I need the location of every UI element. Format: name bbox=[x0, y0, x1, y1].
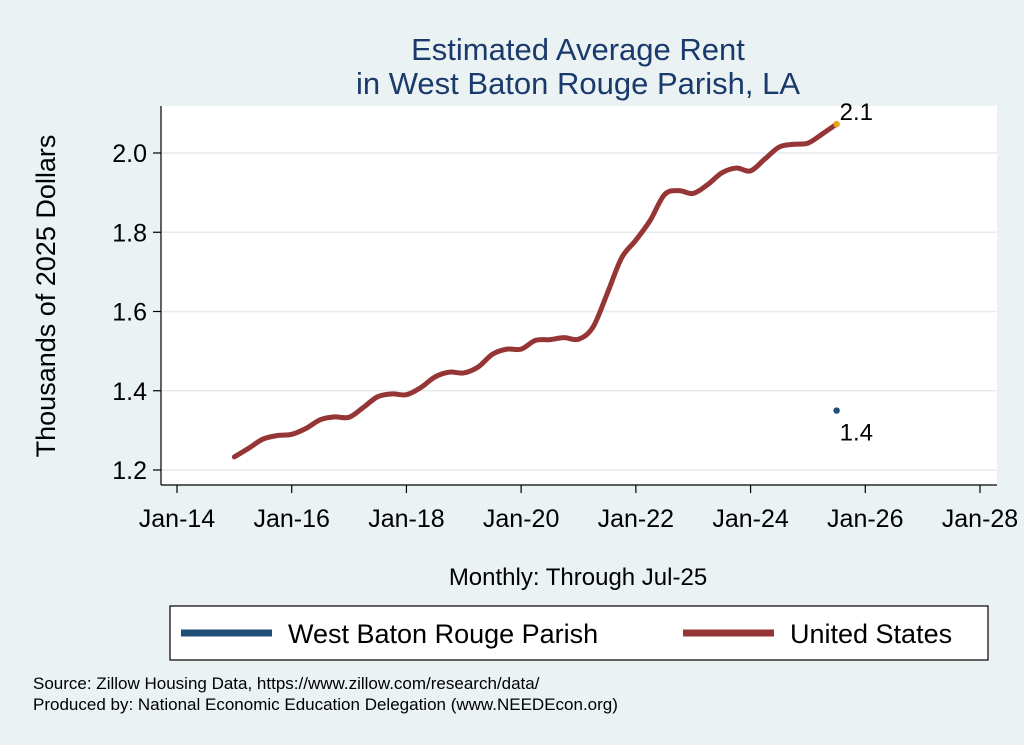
legend-item-west-baton-rouge: West Baton Rouge Parish bbox=[181, 619, 598, 649]
x-tick-label: Jan-20 bbox=[483, 505, 559, 533]
y-tick-label: 1.2 bbox=[112, 457, 147, 485]
y-tick-label: 1.6 bbox=[112, 299, 147, 327]
data-label-west-baton-rouge: 1.4 bbox=[840, 420, 873, 447]
y-tick-label: 1.4 bbox=[112, 378, 147, 406]
y-axis-label: Thousands of 2025 Dollars bbox=[31, 135, 61, 458]
x-tick-label: Jan-14 bbox=[139, 505, 216, 533]
x-tick-label: Jan-18 bbox=[368, 505, 444, 533]
series-end-marker bbox=[833, 120, 840, 128]
gridlines bbox=[161, 152, 997, 471]
data-label-united-states: 2.1 bbox=[840, 99, 873, 126]
legend-label: United States bbox=[790, 619, 952, 649]
y-tick-label: 2.0 bbox=[112, 140, 147, 168]
series-layer: 1.4 2.1 bbox=[231, 99, 873, 460]
y-tick-label: 1.8 bbox=[112, 219, 147, 247]
x-tick-label: Jan-26 bbox=[827, 505, 903, 533]
legend-item-united-states: United States bbox=[683, 619, 952, 649]
x-tick-label: Jan-28 bbox=[942, 505, 1018, 533]
chart-title: Estimated Average Rent bbox=[411, 32, 745, 67]
y-axis-ticks: 1.2 1.4 1.6 1.8 2.0 bbox=[112, 140, 161, 485]
legend-label: West Baton Rouge Parish bbox=[288, 619, 598, 649]
x-tick-label: Jan-16 bbox=[253, 505, 329, 533]
series-point-west-baton-rouge bbox=[833, 407, 840, 414]
source-note: Source: Zillow Housing Data, https://www… bbox=[33, 674, 540, 693]
series-line-united-states bbox=[231, 121, 840, 460]
plot-area bbox=[161, 106, 997, 485]
x-tick-label: Jan-24 bbox=[712, 505, 789, 533]
legend-box bbox=[169, 605, 989, 661]
x-axis-label: Monthly: Through Jul-25 bbox=[449, 564, 707, 591]
chart-subtitle: in West Baton Rouge Parish, LA bbox=[356, 66, 800, 101]
x-axis-ticks: Jan-14 Jan-16 Jan-18 Jan-20 Jan-22 Jan-24 Jan-… bbox=[139, 485, 1018, 533]
producer-note: Produced by: National Economic Education… bbox=[33, 695, 618, 714]
x-tick-label: Jan-22 bbox=[598, 505, 674, 533]
